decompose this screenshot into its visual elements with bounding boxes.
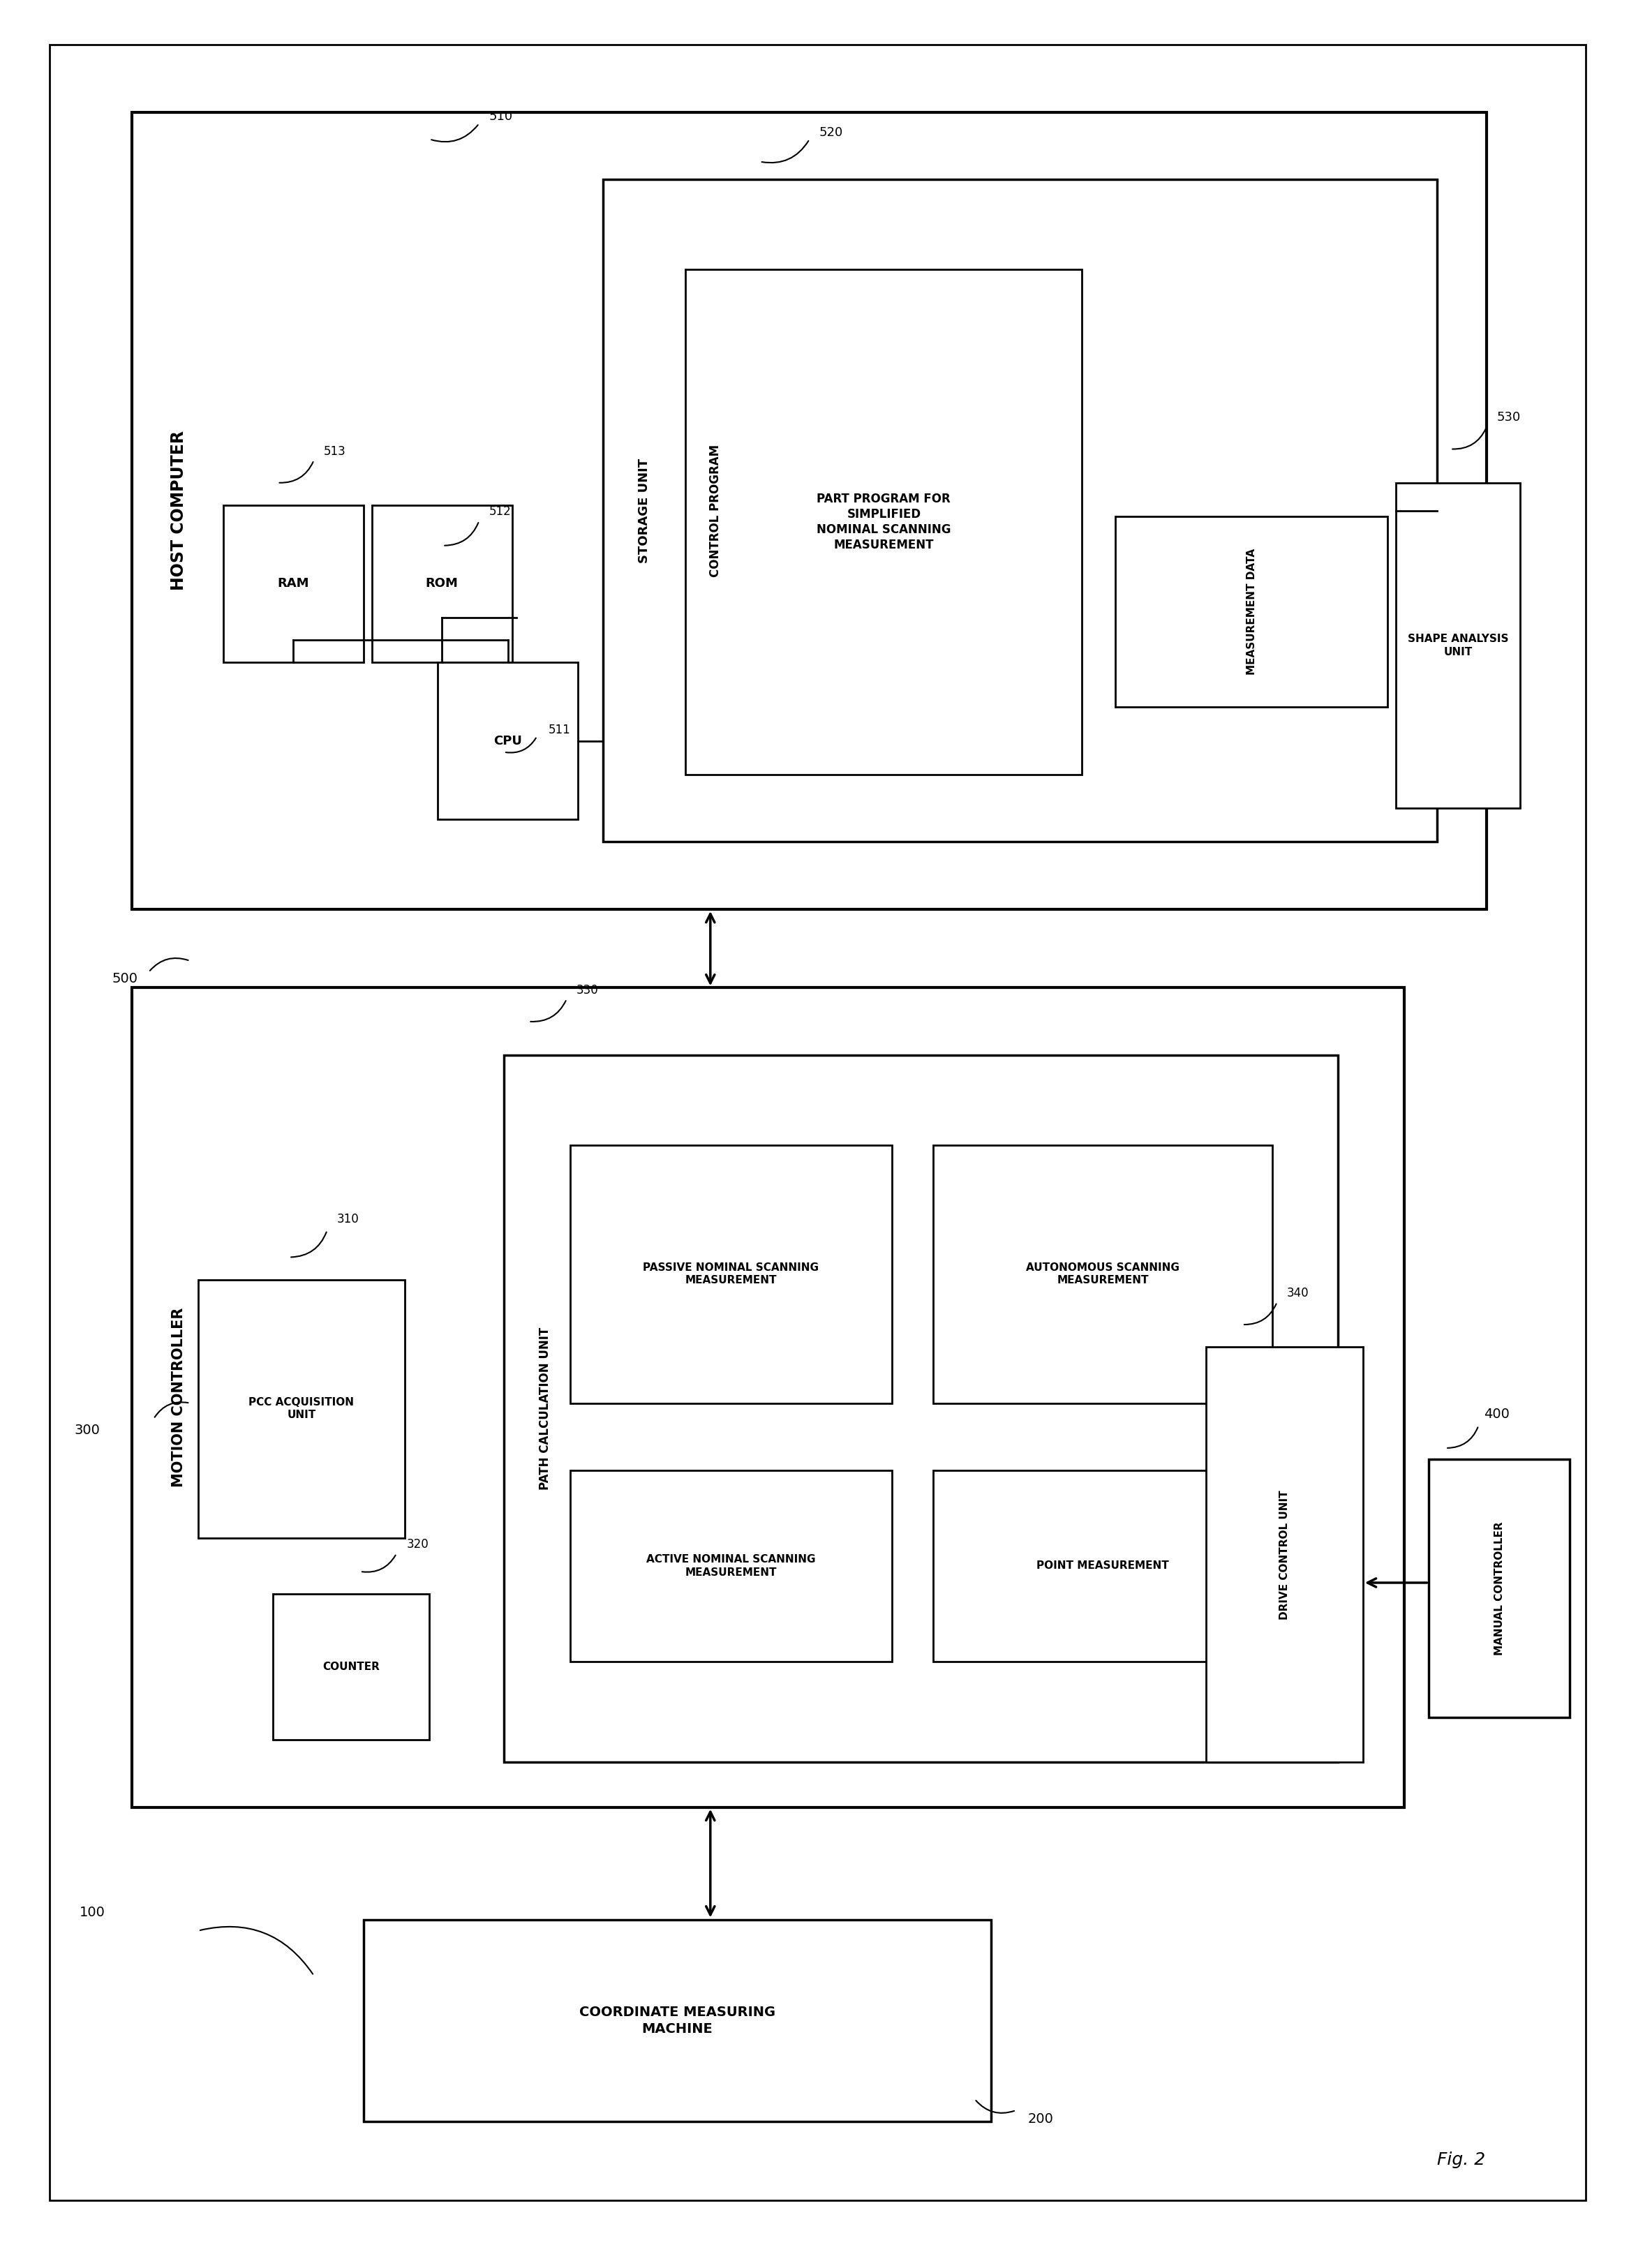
Bar xyxy=(603,180,1437,842)
Text: COUNTER: COUNTER xyxy=(322,1661,380,1673)
Bar xyxy=(363,1919,991,2122)
Text: ROM: ROM xyxy=(426,577,458,590)
Text: 520: 520 xyxy=(819,126,843,139)
Text: CPU: CPU xyxy=(494,734,522,748)
Text: ACTIVE NOMINAL SCANNING
MEASUREMENT: ACTIVE NOMINAL SCANNING MEASUREMENT xyxy=(646,1554,816,1578)
Bar xyxy=(273,1594,430,1740)
Bar xyxy=(372,505,512,662)
Bar xyxy=(132,112,1487,909)
Text: HOST COMPUTER: HOST COMPUTER xyxy=(170,431,187,590)
Text: PART PROGRAM FOR
SIMPLIFIED
NOMINAL SCANNING
MEASUREMENT: PART PROGRAM FOR SIMPLIFIED NOMINAL SCAN… xyxy=(816,492,952,552)
Text: 310: 310 xyxy=(337,1212,358,1226)
Text: 320: 320 xyxy=(406,1538,428,1551)
FancyArrowPatch shape xyxy=(1452,429,1487,449)
Text: 512: 512 xyxy=(489,505,510,519)
FancyArrowPatch shape xyxy=(200,1926,312,1973)
Text: PATH CALCULATION UNIT: PATH CALCULATION UNIT xyxy=(539,1327,552,1491)
Bar xyxy=(1115,516,1388,707)
Bar xyxy=(686,269,1082,775)
Text: 510: 510 xyxy=(489,110,512,123)
FancyArrowPatch shape xyxy=(150,959,188,970)
Bar xyxy=(1396,483,1520,808)
FancyArrowPatch shape xyxy=(291,1233,327,1257)
FancyArrowPatch shape xyxy=(762,141,808,162)
Text: MANUAL CONTROLLER: MANUAL CONTROLLER xyxy=(1493,1522,1505,1655)
Text: CONTROL PROGRAM: CONTROL PROGRAM xyxy=(709,445,722,577)
FancyArrowPatch shape xyxy=(155,1403,188,1417)
FancyArrowPatch shape xyxy=(279,462,314,483)
Text: COORDINATE MEASURING
MACHINE: COORDINATE MEASURING MACHINE xyxy=(580,2005,775,2036)
Text: 500: 500 xyxy=(112,972,139,986)
Bar xyxy=(223,505,363,662)
Text: 513: 513 xyxy=(324,445,345,458)
Bar xyxy=(504,1055,1338,1762)
FancyArrowPatch shape xyxy=(362,1556,395,1572)
Bar xyxy=(198,1280,405,1538)
FancyArrowPatch shape xyxy=(1447,1428,1479,1448)
Text: AUTONOMOUS SCANNING
MEASUREMENT: AUTONOMOUS SCANNING MEASUREMENT xyxy=(1026,1262,1180,1286)
FancyArrowPatch shape xyxy=(530,1001,565,1021)
Bar xyxy=(438,662,578,819)
Text: 330: 330 xyxy=(577,983,598,997)
Bar xyxy=(933,1470,1272,1661)
Text: 530: 530 xyxy=(1497,411,1520,424)
Text: Fig. 2: Fig. 2 xyxy=(1437,2151,1485,2169)
Bar xyxy=(1429,1459,1569,1717)
FancyArrowPatch shape xyxy=(506,739,535,752)
Text: POINT MEASUREMENT: POINT MEASUREMENT xyxy=(1036,1560,1170,1572)
Text: 400: 400 xyxy=(1483,1408,1510,1421)
Text: DRIVE CONTROL UNIT: DRIVE CONTROL UNIT xyxy=(1279,1491,1290,1619)
Text: 300: 300 xyxy=(74,1423,101,1437)
FancyArrowPatch shape xyxy=(431,126,477,141)
Text: 100: 100 xyxy=(79,1906,106,1919)
Text: STORAGE UNIT: STORAGE UNIT xyxy=(638,458,651,563)
Text: 200: 200 xyxy=(1028,2113,1054,2126)
Bar xyxy=(933,1145,1272,1403)
Text: MOTION CONTROLLER: MOTION CONTROLLER xyxy=(172,1307,185,1488)
Text: 340: 340 xyxy=(1287,1286,1308,1300)
Text: PCC ACQUISITION
UNIT: PCC ACQUISITION UNIT xyxy=(249,1396,354,1421)
Text: PASSIVE NOMINAL SCANNING
MEASUREMENT: PASSIVE NOMINAL SCANNING MEASUREMENT xyxy=(643,1262,819,1286)
Bar xyxy=(570,1145,892,1403)
FancyArrowPatch shape xyxy=(1244,1304,1277,1325)
Bar xyxy=(132,988,1404,1807)
FancyArrowPatch shape xyxy=(976,2101,1014,2113)
Text: MEASUREMENT DATA: MEASUREMENT DATA xyxy=(1246,548,1257,676)
FancyArrowPatch shape xyxy=(444,523,479,546)
Text: RAM: RAM xyxy=(278,577,309,590)
Bar xyxy=(570,1470,892,1661)
Bar xyxy=(1206,1347,1363,1762)
Text: 511: 511 xyxy=(548,723,570,736)
Text: SHAPE ANALYSIS
UNIT: SHAPE ANALYSIS UNIT xyxy=(1408,633,1508,658)
